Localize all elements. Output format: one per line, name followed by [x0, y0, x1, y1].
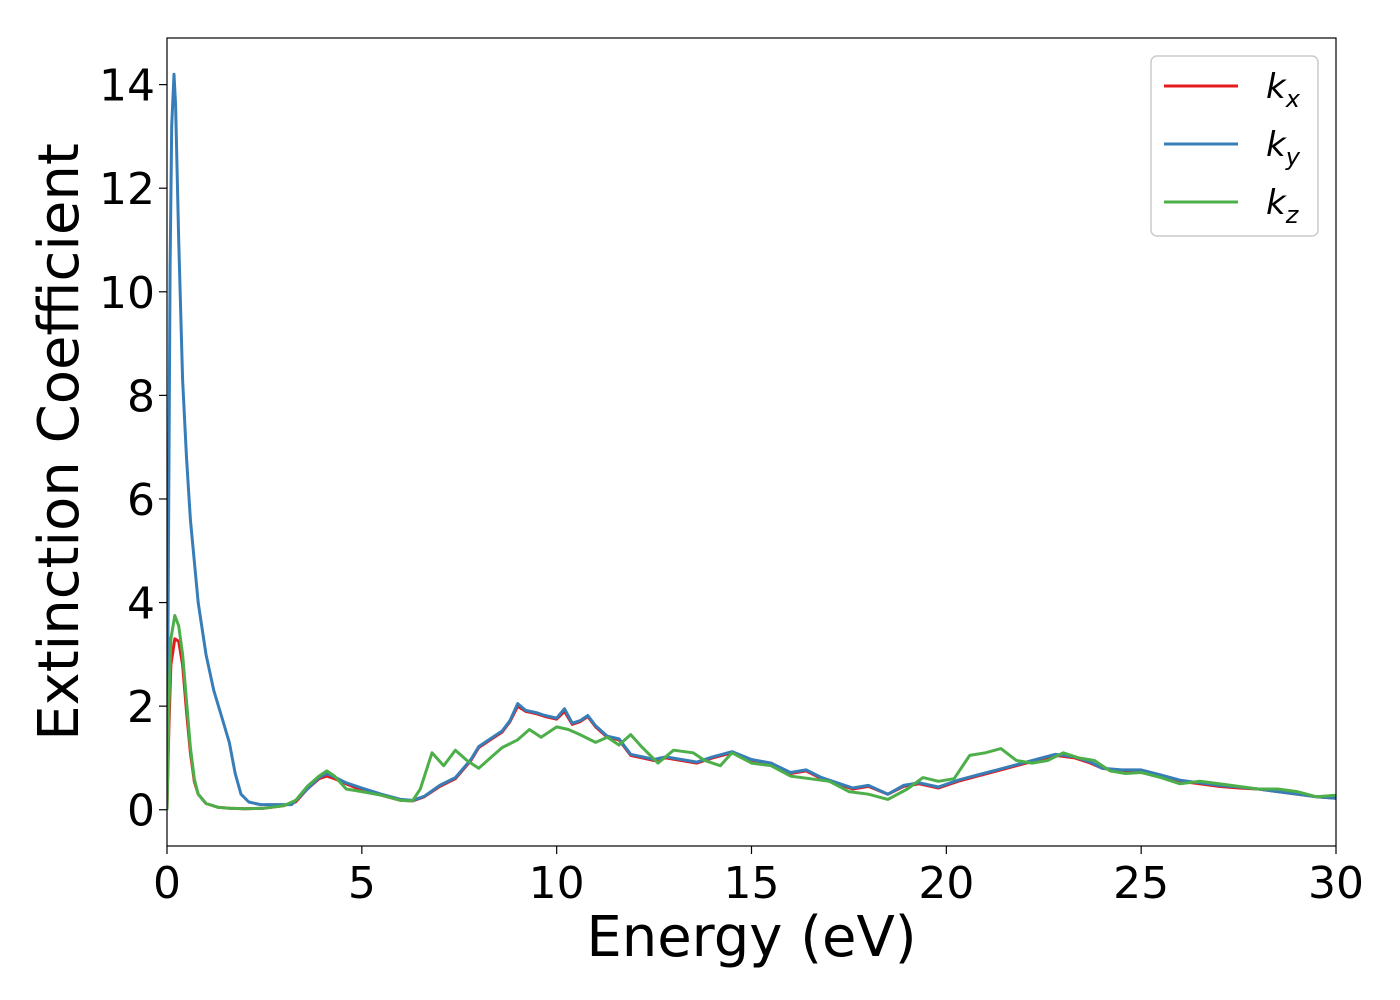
y-tick-label: 0: [127, 786, 155, 837]
legend-label-z: kz: [1266, 183, 1300, 229]
y-axis: 0 2 4 6 8 10 12 14: [99, 61, 167, 837]
legend-label-x: kx: [1266, 67, 1301, 113]
x-tick-label: 15: [724, 858, 780, 909]
y-axis-label: Extinction Coefficient: [27, 143, 92, 741]
x-axis-label: Energy (eV): [586, 905, 916, 970]
x-tick-label: 30: [1308, 858, 1364, 909]
legend-box: [1150, 55, 1319, 237]
x-axis: 0 5 10 15 20 25 30: [153, 846, 1364, 909]
y-tick-label: 10: [99, 268, 155, 319]
x-tick-label: 25: [1113, 858, 1169, 909]
series-layer: [167, 72, 1336, 811]
y-tick-label: 12: [99, 164, 155, 215]
x-tick-label: 20: [918, 858, 974, 909]
series-line-z: [167, 614, 1336, 811]
y-tick-label: 8: [127, 371, 155, 422]
y-tick-label: 4: [127, 579, 155, 630]
x-tick-label: 0: [153, 858, 181, 909]
y-tick-label: 2: [127, 682, 155, 733]
x-tick-label: 5: [348, 858, 376, 909]
legend: kx ky kz: [1150, 55, 1319, 237]
y-tick-label: 14: [99, 61, 155, 112]
series-line-y: [167, 72, 1336, 810]
y-tick-label: 6: [127, 475, 155, 526]
legend-label-y: ky: [1266, 125, 1301, 171]
x-tick-label: 10: [529, 858, 585, 909]
